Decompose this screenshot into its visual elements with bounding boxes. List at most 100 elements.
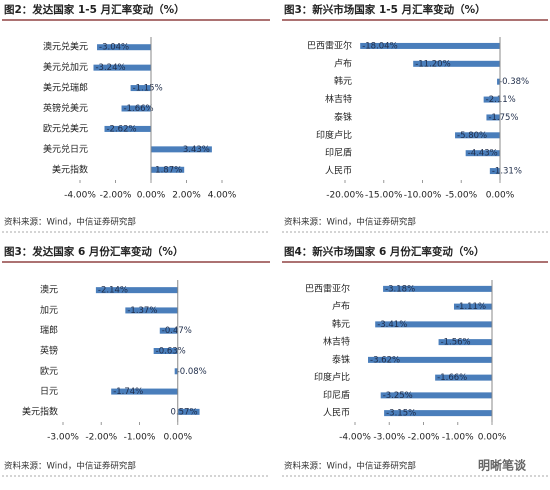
value-label: -0.38% [499, 77, 529, 87]
bar [455, 132, 500, 139]
value-label: -1.31% [492, 167, 522, 177]
category-label: 美元兑日元 [43, 143, 88, 155]
value-label: -3.41% [377, 320, 407, 330]
bar [111, 388, 178, 395]
bar [153, 348, 178, 354]
bar [121, 105, 151, 112]
x-tick-label: 4.00% [208, 191, 237, 201]
value-label: 3.43% [183, 145, 210, 155]
value-label: -1.66% [124, 104, 154, 114]
x-tick-label: 0.00% [478, 433, 507, 443]
category-label: 美元指数 [52, 163, 88, 175]
category-label: 澳元兑美元 [43, 41, 88, 53]
category-label: 印度卢比 [314, 371, 350, 383]
bar [97, 44, 151, 51]
value-label: -11.20% [415, 59, 450, 69]
category-label: 印尼盾 [323, 389, 350, 401]
category-label: 林吉特 [325, 93, 352, 105]
bar [360, 42, 500, 49]
category-label: 澳元 [40, 284, 58, 296]
category-label: 林吉特 [323, 336, 350, 348]
bar [489, 168, 500, 175]
bar [174, 368, 178, 375]
value-label: -3.04% [99, 43, 129, 53]
bar [486, 114, 500, 121]
category-label: 瑞郎 [40, 324, 58, 336]
value-label: -3.62% [370, 355, 400, 365]
x-tick-label: 2.00% [172, 191, 201, 201]
value-label: -1.11% [456, 302, 486, 312]
x-tick-label: -15.00% [365, 191, 403, 201]
category-label: 人民币 [325, 166, 352, 177]
value-label: -3.18% [385, 284, 415, 294]
category-label: 巴西雷亚尔 [307, 39, 352, 51]
bar [177, 408, 200, 415]
category-label: 加元 [40, 305, 58, 316]
x-tick-label: 0.00% [486, 191, 515, 201]
bar [413, 60, 500, 67]
bar [453, 303, 492, 310]
x-tick-label: -3.00% [373, 433, 405, 443]
value-label: 0.57% [171, 407, 198, 417]
chart-title: 图3：新兴市场国家 1-5 月汇率变动（%） [284, 3, 486, 16]
category-label: 印尼盾 [325, 147, 352, 159]
bar [383, 285, 492, 292]
x-tick-label: -3.00% [47, 433, 79, 443]
value-label: -0.63% [156, 347, 186, 357]
chart-title: 图3：发达国家 6 月份汇率变动（%） [4, 245, 183, 258]
value-label: -18.04% [362, 41, 397, 51]
x-tick-label: -20.00% [326, 191, 364, 201]
bar [95, 287, 178, 294]
category-label: 欧元 [40, 365, 58, 377]
source-note: 资料来源：Wind，中信证券研究部 [284, 217, 416, 228]
x-tick-label: -10.00% [404, 191, 442, 201]
value-label: -4.43% [468, 149, 498, 159]
value-label: -1.37% [127, 306, 157, 316]
value-label: -0.08% [177, 367, 207, 377]
bar [151, 146, 212, 153]
x-tick-label: -2.00% [100, 191, 132, 201]
x-tick-label: -1.00% [124, 433, 156, 443]
category-label: 美元兑瑞郎 [43, 82, 88, 94]
value-label: -1.74% [113, 387, 143, 397]
bar [384, 410, 492, 417]
category-label: 英镑 [40, 345, 58, 357]
bar [438, 339, 492, 346]
value-label: -2.11% [486, 95, 516, 105]
bar [93, 64, 151, 71]
category-label: 巴西雷亚尔 [305, 282, 350, 294]
value-label: -3.25% [383, 391, 413, 401]
value-label: -3.15% [386, 409, 416, 419]
bar [159, 327, 178, 334]
bar [151, 166, 185, 173]
bar [483, 96, 500, 103]
value-label: -1.75% [488, 113, 518, 123]
category-label: 卢布 [332, 300, 350, 312]
value-label: -2.62% [106, 124, 136, 134]
category-label: 韩元 [332, 318, 350, 330]
bar [375, 321, 492, 328]
source-note: 资料来源：Wind，中信证券研究部 [4, 461, 136, 472]
chart-title: 图2：发达国家 1-5 月汇率变动（%） [4, 3, 185, 16]
bar [435, 374, 492, 381]
watermark: 明晰笔谈 [478, 458, 527, 473]
bar [380, 392, 492, 399]
bar [368, 356, 492, 363]
category-label: 泰铢 [334, 111, 352, 123]
chart-title: 图4：新兴市场国家 6 月份汇率变动（%） [284, 245, 484, 258]
value-label: -3.24% [95, 63, 125, 73]
bar [465, 150, 500, 157]
bar [104, 125, 151, 132]
x-tick-label: -2.00% [85, 433, 117, 443]
bar [497, 78, 500, 85]
x-tick-label: -1.00% [442, 433, 474, 443]
x-tick-label: 0.00% [137, 191, 166, 201]
category-label: 美元指数 [22, 405, 58, 417]
category-label: 卢布 [334, 57, 352, 69]
source-note: 资料来源：Wind，中信证券研究部 [4, 217, 136, 228]
value-label: -1.15% [133, 84, 163, 94]
value-label: -2.14% [98, 286, 128, 296]
x-tick-label: -2.00% [408, 433, 440, 443]
